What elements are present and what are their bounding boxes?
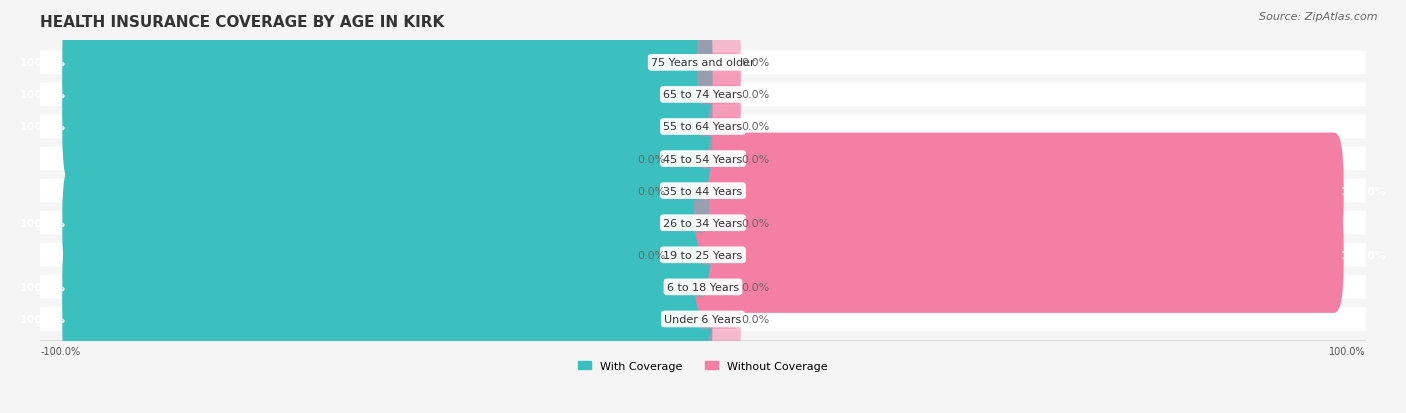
Text: 0.0%: 0.0% [741,90,769,100]
FancyBboxPatch shape [697,245,741,329]
Text: Under 6 Years: Under 6 Years [665,314,741,324]
FancyBboxPatch shape [62,229,713,345]
Text: 26 to 34 Years: 26 to 34 Years [664,218,742,228]
Legend: With Coverage, Without Coverage: With Coverage, Without Coverage [574,356,832,375]
FancyBboxPatch shape [665,149,709,233]
Text: 0.0%: 0.0% [741,218,769,228]
FancyBboxPatch shape [62,261,713,377]
Text: 0.0%: 0.0% [637,154,665,164]
Text: 65 to 74 Years: 65 to 74 Years [664,90,742,100]
FancyBboxPatch shape [41,243,1365,267]
FancyBboxPatch shape [62,165,713,281]
Text: 100.0%: 100.0% [1340,186,1386,196]
Text: 100.0%: 100.0% [20,90,66,100]
Text: 45 to 54 Years: 45 to 54 Years [664,154,742,164]
Text: 100.0%: 100.0% [20,218,66,228]
FancyBboxPatch shape [693,197,1344,313]
Text: Source: ZipAtlas.com: Source: ZipAtlas.com [1260,12,1378,22]
Text: 100.0%: 100.0% [20,282,66,292]
Text: 0.0%: 0.0% [741,282,769,292]
FancyBboxPatch shape [665,213,709,297]
FancyBboxPatch shape [41,83,1365,107]
Text: 100.0%: 100.0% [1329,347,1365,356]
FancyBboxPatch shape [41,115,1365,139]
Text: 0.0%: 0.0% [637,186,665,196]
Text: 75 Years and older: 75 Years and older [651,58,755,68]
Text: 35 to 44 Years: 35 to 44 Years [664,186,742,196]
FancyBboxPatch shape [62,37,713,153]
Text: 19 to 25 Years: 19 to 25 Years [664,250,742,260]
Text: 0.0%: 0.0% [741,122,769,132]
FancyBboxPatch shape [41,211,1365,235]
FancyBboxPatch shape [697,117,741,201]
FancyBboxPatch shape [41,147,1365,171]
FancyBboxPatch shape [41,179,1365,203]
FancyBboxPatch shape [697,53,741,137]
Text: 0.0%: 0.0% [741,154,769,164]
Text: 100.0%: 100.0% [20,58,66,68]
Text: 100.0%: 100.0% [20,314,66,324]
FancyBboxPatch shape [665,117,709,201]
Text: 0.0%: 0.0% [637,250,665,260]
Text: 100.0%: 100.0% [1340,250,1386,260]
Text: 0.0%: 0.0% [741,58,769,68]
FancyBboxPatch shape [697,85,741,169]
FancyBboxPatch shape [697,181,741,265]
FancyBboxPatch shape [41,275,1365,299]
FancyBboxPatch shape [41,307,1365,331]
FancyBboxPatch shape [693,133,1344,249]
FancyBboxPatch shape [62,5,713,121]
Text: 0.0%: 0.0% [741,314,769,324]
FancyBboxPatch shape [697,277,741,361]
FancyBboxPatch shape [697,21,741,105]
Text: 55 to 64 Years: 55 to 64 Years [664,122,742,132]
FancyBboxPatch shape [62,69,713,185]
Text: 100.0%: 100.0% [20,122,66,132]
FancyBboxPatch shape [41,51,1365,75]
Text: HEALTH INSURANCE COVERAGE BY AGE IN KIRK: HEALTH INSURANCE COVERAGE BY AGE IN KIRK [41,15,444,30]
Text: 6 to 18 Years: 6 to 18 Years [666,282,740,292]
Text: -100.0%: -100.0% [41,347,80,356]
